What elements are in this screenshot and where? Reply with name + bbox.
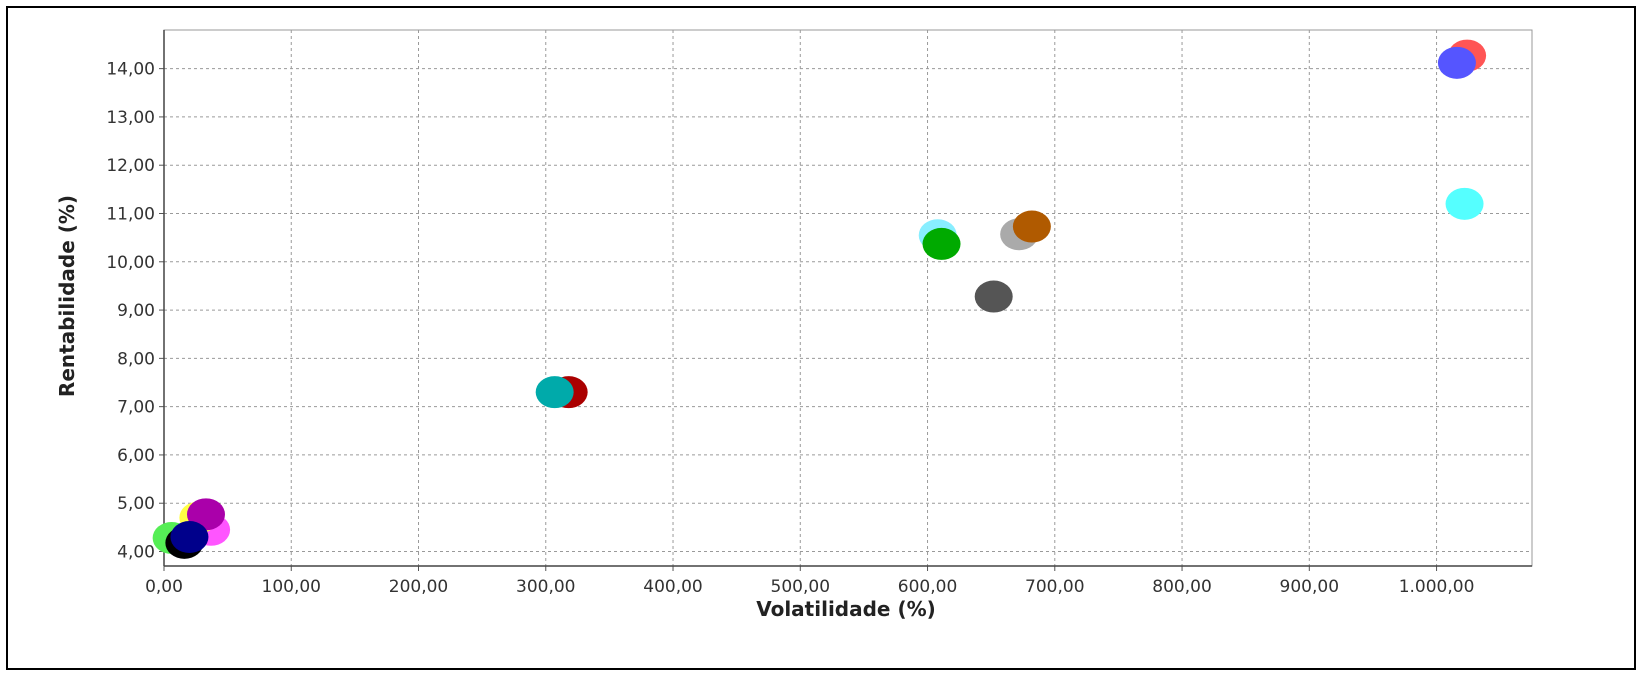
data-point bbox=[1437, 46, 1476, 79]
y-tick-label: 13,00 bbox=[106, 108, 155, 128]
x-tick-label: 0,00 bbox=[145, 577, 183, 597]
data-point bbox=[974, 280, 1013, 313]
y-tick-labels: 4,00 5,00 6,00 7,00 8,00 9,00 10,00 11,00 12,00 1… bbox=[106, 60, 155, 563]
y-tick-label: 5,00 bbox=[117, 494, 155, 514]
y-tick-label: 7,00 bbox=[117, 398, 155, 418]
y-axis-title: Rentabilidade (%) bbox=[55, 195, 79, 397]
y-tick-label: 9,00 bbox=[117, 301, 155, 321]
x-tick-label: 900,00 bbox=[1280, 577, 1339, 597]
data-point bbox=[1445, 187, 1484, 220]
y-tick-label: 11,00 bbox=[106, 204, 155, 224]
data-point bbox=[922, 227, 961, 260]
plot-area bbox=[163, 29, 1533, 567]
axes bbox=[159, 30, 1532, 571]
x-tick-label: 400,00 bbox=[643, 577, 702, 597]
data-point bbox=[535, 376, 574, 409]
y-tick-label: 4,00 bbox=[117, 543, 155, 563]
x-tick-label: 500,00 bbox=[771, 577, 830, 597]
x-tick-label: 800,00 bbox=[1152, 577, 1211, 597]
x-tick-label: 200,00 bbox=[389, 577, 448, 597]
scatter-chart: 0,00 100,00 200,00 300,00 400,00 500,00 600,00… bbox=[55, 29, 1533, 621]
y-tick-label: 10,00 bbox=[106, 253, 155, 273]
y-tick-label: 12,00 bbox=[106, 156, 155, 176]
data-point bbox=[170, 521, 209, 554]
x-tick-label: 600,00 bbox=[898, 577, 957, 597]
x-tick-label: 700,00 bbox=[1025, 577, 1084, 597]
data-point bbox=[1012, 210, 1051, 243]
x-tick-label: 100,00 bbox=[262, 577, 321, 597]
grid-lines bbox=[164, 30, 1532, 566]
y-tick-label: 8,00 bbox=[117, 349, 155, 369]
data-points bbox=[152, 39, 1487, 559]
x-axis-title: Volatilidade (%) bbox=[756, 597, 936, 621]
x-tick-label: 300,00 bbox=[516, 577, 575, 597]
y-tick-label: 6,00 bbox=[117, 446, 155, 466]
x-tick-labels: 0,00 100,00 200,00 300,00 400,00 500,00 600,00… bbox=[145, 577, 1474, 597]
chart-frame: 0,00 100,00 200,00 300,00 400,00 500,00 600,00… bbox=[6, 6, 1636, 670]
x-tick-label: 1.000,00 bbox=[1399, 577, 1475, 597]
y-tick-label: 14,00 bbox=[106, 60, 155, 80]
